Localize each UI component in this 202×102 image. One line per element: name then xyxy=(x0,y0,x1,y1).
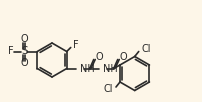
Text: S: S xyxy=(21,47,28,57)
Text: O: O xyxy=(20,34,28,44)
Text: O: O xyxy=(20,59,28,69)
Text: Cl: Cl xyxy=(142,44,151,54)
Text: NH: NH xyxy=(103,64,118,74)
Text: O: O xyxy=(96,53,103,63)
Text: F: F xyxy=(8,47,14,57)
Text: NH: NH xyxy=(80,64,95,74)
Text: Cl: Cl xyxy=(103,84,113,94)
Text: F: F xyxy=(73,40,79,50)
Text: O: O xyxy=(120,53,127,63)
